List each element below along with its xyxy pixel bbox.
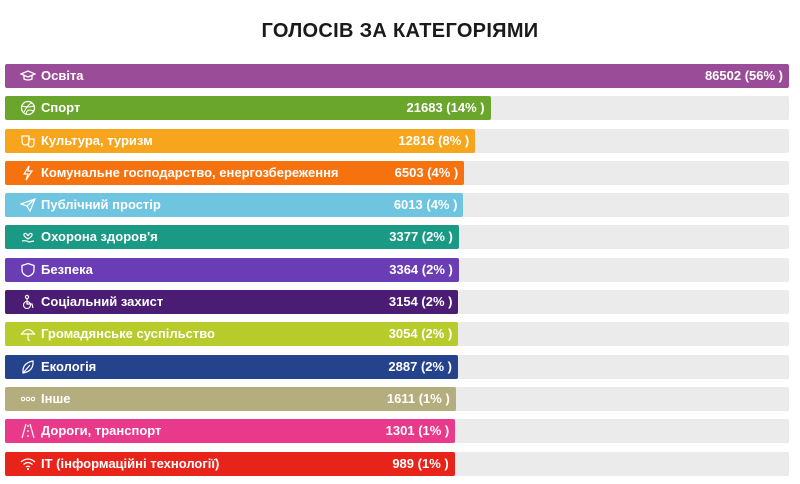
value-label: 2887 (2% ) <box>388 358 452 374</box>
category-label: Соціальний захист <box>41 294 164 310</box>
bar: Спорт 21683 (14% ) <box>5 96 491 121</box>
category-label: Комунальне господарство, енергозбереженн… <box>41 164 339 180</box>
graduation-cap-icon <box>20 68 36 84</box>
leaf-icon <box>20 359 36 375</box>
category-label: Дороги, транспорт <box>41 423 162 439</box>
bar-row: Публічний простір 6013 (4% ) <box>5 193 789 218</box>
bar-row: Екологія 2887 (2% ) <box>5 354 789 379</box>
bar: Культура, туризм 12816 (8% ) <box>5 128 476 153</box>
bar: ІТ (інформаційні технології) 989 (1% ) <box>5 451 455 476</box>
bar-row: Спорт 21683 (14% ) <box>5 96 789 121</box>
heart-hand-icon <box>20 229 36 245</box>
category-label: Екологія <box>41 358 97 374</box>
bar: Комунальне господарство, енергозбереженн… <box>5 160 465 185</box>
bar: Інше 1611 (1% ) <box>5 386 456 411</box>
bar-row: Культура, туризм 12816 (8% ) <box>5 128 789 153</box>
road-icon <box>20 423 36 439</box>
dots-icon <box>20 391 36 407</box>
umbrella-icon <box>20 326 36 342</box>
value-label: 3154 (2% ) <box>388 294 453 310</box>
value-label: 3364 (2% ) <box>389 261 453 277</box>
value-label: 989 (1% ) <box>392 455 449 471</box>
bar: Громадянське суспільство 3054 (2% ) <box>5 322 459 347</box>
chart-title: ГОЛОСІВ ЗА КАТЕГОРІЯМИ <box>261 20 539 42</box>
value-label: 1301 (1% ) <box>385 423 450 439</box>
value-label: 1611 (1% ) <box>386 390 450 406</box>
bar-row: ІТ (інформаційні технології) 989 (1% ) <box>5 451 789 476</box>
bar-chart: Освіта 86502 (56% ) Спорт 21683 (14% ) Культ… <box>5 64 789 484</box>
category-label: Громадянське суспільство <box>41 326 215 342</box>
category-label: Освіта <box>41 68 84 83</box>
value-label: 3054 (2% ) <box>388 326 453 342</box>
person-accessible-icon <box>20 294 36 310</box>
bar: Публічний простір 6013 (4% ) <box>5 193 464 218</box>
value-label: 12816 (8% ) <box>398 132 470 148</box>
bar-row: Освіта 86502 (56% ) <box>5 64 789 88</box>
bar-row: Охорона здоров'я 3377 (2% ) <box>5 225 789 250</box>
paper-plane-icon <box>20 197 36 213</box>
bar-row: Дороги, транспорт 1301 (1% ) <box>5 419 789 444</box>
value-label: 6013 (4% ) <box>393 197 458 213</box>
lightning-icon <box>20 165 36 181</box>
category-label: Культура, туризм <box>41 132 153 148</box>
category-label: Безпека <box>41 261 93 277</box>
value-label: 6503 (4% ) <box>394 164 459 180</box>
bar-row: Громадянське суспільство 3054 (2% ) <box>5 322 789 347</box>
bar-row: Інше 1611 (1% ) <box>5 386 789 411</box>
bar: Охорона здоров'я 3377 (2% ) <box>5 225 459 250</box>
shield-icon <box>20 262 36 278</box>
bar: Освіта 86502 (56% ) <box>5 64 789 88</box>
category-label: Публічний простір <box>41 197 161 213</box>
theater-masks-icon <box>20 133 36 149</box>
category-label: Спорт <box>41 100 81 116</box>
bar-row: Соціальний захист 3154 (2% ) <box>5 290 789 315</box>
category-label: Охорона здоров'я <box>41 229 158 245</box>
bar: Дороги, транспорт 1301 (1% ) <box>5 419 456 444</box>
bar-row: Комунальне господарство, енергозбереженн… <box>5 160 789 185</box>
category-label: Інше <box>41 390 71 406</box>
bar: Соціальний захист 3154 (2% ) <box>5 290 459 315</box>
wifi-icon <box>20 456 36 472</box>
value-label: 3377 (2% ) <box>389 229 453 245</box>
value-label: 21683 (14% ) <box>406 100 485 116</box>
category-label: ІТ (інформаційні технології) <box>41 455 220 471</box>
value-label: 86502 (56% ) <box>704 68 783 83</box>
bar: Безпека 3364 (2% ) <box>5 257 459 282</box>
bar-row: Безпека 3364 (2% ) <box>5 257 789 282</box>
bar: Екологія 2887 (2% ) <box>5 354 458 379</box>
ball-icon <box>20 100 36 116</box>
